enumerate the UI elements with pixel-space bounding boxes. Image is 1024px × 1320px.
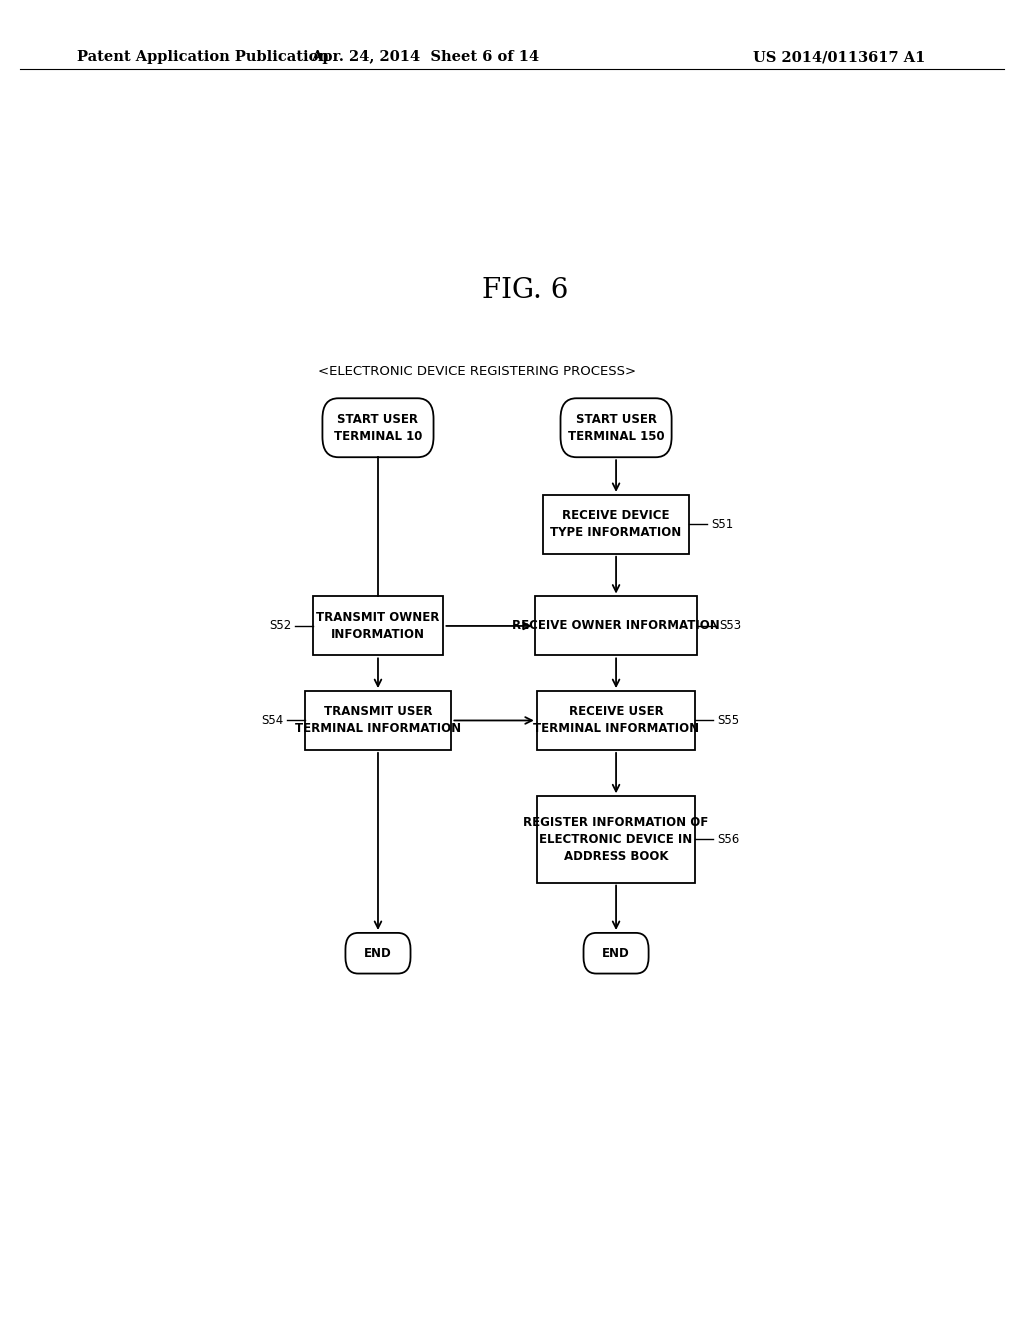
Text: S56: S56 xyxy=(717,833,739,846)
Text: S52: S52 xyxy=(269,619,291,632)
Bar xyxy=(304,690,452,750)
Text: Patent Application Publication: Patent Application Publication xyxy=(77,50,329,65)
Text: S54: S54 xyxy=(261,714,284,727)
Bar xyxy=(537,690,695,750)
Bar xyxy=(535,597,697,656)
Text: END: END xyxy=(365,946,392,960)
Text: END: END xyxy=(602,946,630,960)
Text: S53: S53 xyxy=(719,619,741,632)
Text: Apr. 24, 2014  Sheet 6 of 14: Apr. 24, 2014 Sheet 6 of 14 xyxy=(311,50,539,65)
FancyBboxPatch shape xyxy=(560,399,672,457)
Text: START USER
TERMINAL 150: START USER TERMINAL 150 xyxy=(567,413,665,442)
Text: RECEIVE OWNER INFORMATION: RECEIVE OWNER INFORMATION xyxy=(512,619,720,632)
Text: FIG. 6: FIG. 6 xyxy=(481,277,568,304)
FancyBboxPatch shape xyxy=(345,933,411,974)
Bar xyxy=(537,796,695,883)
Text: START USER
TERMINAL 10: START USER TERMINAL 10 xyxy=(334,413,422,442)
FancyBboxPatch shape xyxy=(323,399,433,457)
Text: US 2014/0113617 A1: US 2014/0113617 A1 xyxy=(754,50,926,65)
Text: S51: S51 xyxy=(711,517,733,531)
FancyBboxPatch shape xyxy=(584,933,648,974)
Text: RECEIVE USER
TERMINAL INFORMATION: RECEIVE USER TERMINAL INFORMATION xyxy=(534,705,699,735)
Text: <ELECTRONIC DEVICE REGISTERING PROCESS>: <ELECTRONIC DEVICE REGISTERING PROCESS> xyxy=(318,366,636,379)
Text: RECEIVE DEVICE
TYPE INFORMATION: RECEIVE DEVICE TYPE INFORMATION xyxy=(551,510,682,540)
Text: TRANSMIT OWNER
INFORMATION: TRANSMIT OWNER INFORMATION xyxy=(316,611,439,642)
Text: S55: S55 xyxy=(717,714,739,727)
Text: REGISTER INFORMATION OF
ELECTRONIC DEVICE IN
ADDRESS BOOK: REGISTER INFORMATION OF ELECTRONIC DEVIC… xyxy=(523,816,709,863)
Bar xyxy=(312,597,443,656)
Bar xyxy=(543,495,689,554)
Text: TRANSMIT USER
TERMINAL INFORMATION: TRANSMIT USER TERMINAL INFORMATION xyxy=(295,705,461,735)
